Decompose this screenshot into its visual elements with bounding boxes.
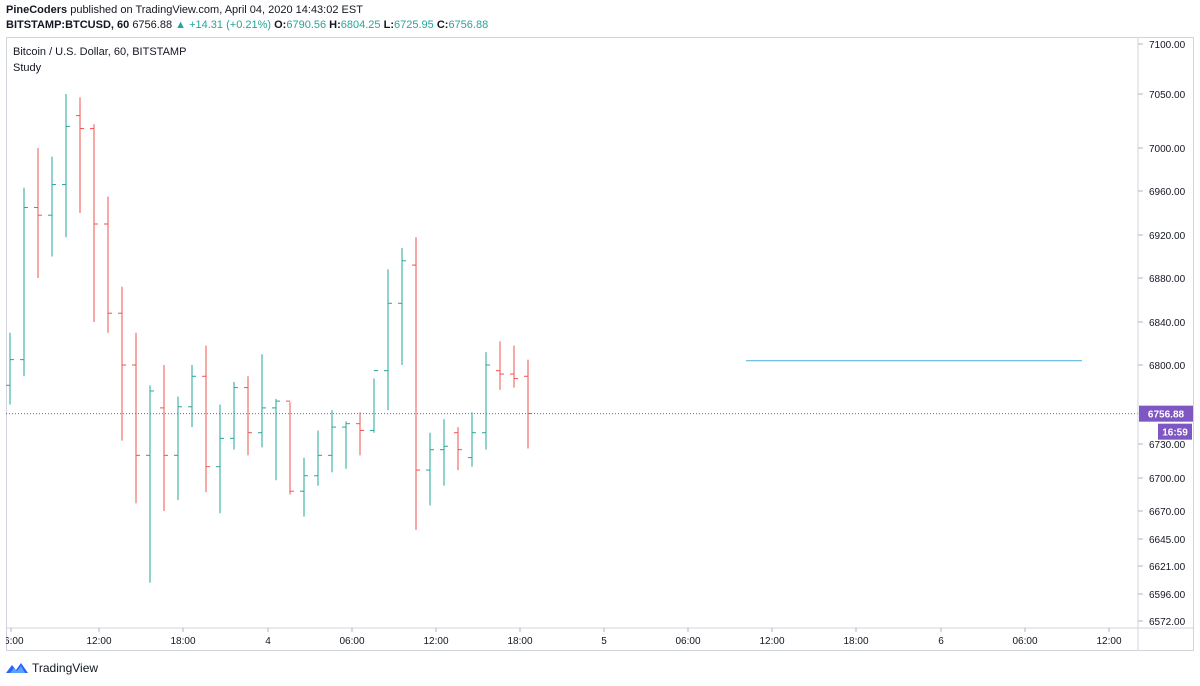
ohlc-bar[interactable]: [496, 341, 504, 390]
ohlc-bar[interactable]: [188, 365, 196, 428]
plot-area: [6, 94, 1138, 583]
time-axis[interactable]: 06:00 12:00 18:00 4 06:00 12:00 18:00 5 06:00 12:…: [6, 627, 1194, 647]
ohlc-bar[interactable]: [104, 196, 112, 333]
publish-info: PineCoders published on TradingView.com,…: [6, 4, 363, 16]
x-tick-label: 06:00: [6, 636, 24, 647]
x-tick-label: 18:00: [170, 636, 195, 647]
y-tick-label: 6800.00: [1149, 361, 1186, 372]
symbol-label: BITSTAMP:BTCUSD, 60: [6, 19, 130, 31]
countdown-badge: 16:59: [1158, 423, 1192, 440]
tradingview-brand[interactable]: TradingView: [32, 661, 99, 675]
x-tick-label: 6: [938, 636, 944, 647]
y-tick-label: 6596.00: [1149, 590, 1186, 601]
ohlc-bar[interactable]: [426, 432, 434, 506]
high-value: 6804.25: [340, 19, 381, 31]
ohlc-bar[interactable]: [76, 97, 84, 213]
published-text: published on TradingView.com, April 04, …: [70, 4, 363, 16]
symbol-info: BITSTAMP:BTCUSD, 60 6756.88 ▲ +14.31 (+0…: [6, 19, 488, 31]
price-axis[interactable]: 7100.00 7050.00 7000.00 6960.00 6920.00 6880.…: [1137, 37, 1193, 651]
y-tick-label: 6840.00: [1149, 318, 1186, 329]
y-tick-label: 6645.00: [1149, 535, 1186, 546]
ohlc-bar[interactable]: [468, 412, 476, 467]
x-tick-label: 12:00: [1096, 636, 1121, 647]
y-tick-label: 6730.00: [1149, 440, 1186, 451]
last-price-badge: 6756.88: [1139, 405, 1193, 422]
last-price-badge-bg: [1139, 405, 1193, 422]
chart-frame: [6, 37, 1194, 651]
x-tick-label: 06:00: [1012, 636, 1037, 647]
y-tick-label: 6621.00: [1149, 562, 1186, 573]
y-tick-label: 6670.00: [1149, 507, 1186, 518]
low-label: L:: [383, 19, 394, 31]
publisher-name[interactable]: PineCoders: [6, 4, 68, 16]
y-tick-label: 7100.00: [1149, 40, 1186, 51]
pane-title: Bitcoin / U.S. Dollar, 60, BITSTAMP: [13, 46, 187, 58]
y-tick-label: 6880.00: [1149, 274, 1186, 285]
ohlc-bar[interactable]: [272, 398, 280, 481]
ohlc-bar[interactable]: [146, 385, 154, 583]
x-tick-label: 12:00: [423, 636, 448, 647]
ohlc-bar[interactable]: [412, 237, 420, 531]
ohlc-bar[interactable]: [62, 94, 70, 238]
ohlc-bar[interactable]: [20, 187, 28, 377]
ohlc-bar[interactable]: [342, 421, 350, 469]
ohlc-bar[interactable]: [300, 457, 308, 517]
low-value: 6725.95: [394, 19, 434, 31]
price-change: +14.31 (+0.21%): [189, 19, 272, 31]
ohlc-bar[interactable]: [132, 332, 140, 504]
countdown-badge-bg: [1158, 423, 1192, 440]
x-tick-label: 12:00: [759, 636, 784, 647]
ohlc-bar[interactable]: [230, 381, 238, 450]
high-label: H:: [329, 19, 341, 31]
ohlc-bar[interactable]: [384, 269, 392, 411]
ohlc-bar[interactable]: [286, 400, 294, 495]
last-price: 6756.88: [132, 19, 173, 31]
ohlc-bar[interactable]: [328, 410, 336, 473]
y-tick-label: 7050.00: [1149, 90, 1186, 101]
ohlc-bar[interactable]: [524, 359, 532, 449]
ohlc-bar[interactable]: [174, 396, 182, 500]
x-tick-label: 4: [265, 636, 271, 647]
ohlc-bar[interactable]: [48, 156, 56, 257]
ohlc-bar[interactable]: [510, 345, 518, 388]
x-tick-label: 06:00: [675, 636, 700, 647]
y-tick-label: 6960.00: [1149, 187, 1186, 198]
study-label[interactable]: Study: [13, 62, 42, 74]
ohlc-bar[interactable]: [454, 427, 462, 471]
x-tick-label: 18:00: [843, 636, 868, 647]
ohlc-bar[interactable]: [118, 286, 126, 441]
y-tick-label: 6700.00: [1149, 474, 1186, 485]
ohlc-bar[interactable]: [258, 354, 266, 448]
last-price-badge-text: 6756.88: [1148, 410, 1185, 421]
x-tick-label: 12:00: [86, 636, 111, 647]
x-tick-label: 5: [601, 636, 607, 647]
ohlc-bar[interactable]: [202, 345, 210, 493]
ohlc-bar[interactable]: [160, 365, 168, 511]
y-tick-label: 7000.00: [1149, 144, 1186, 155]
open-label: O:: [274, 19, 287, 31]
ohlc-bar[interactable]: [356, 412, 364, 456]
ohlc-bar[interactable]: [34, 148, 42, 278]
ohlc-bar[interactable]: [398, 247, 406, 365]
close-label: C:: [436, 19, 449, 31]
ohlc-bar[interactable]: [6, 332, 14, 405]
triangle-up-icon: ▲: [175, 19, 187, 31]
x-tick-label: 06:00: [339, 636, 364, 647]
countdown-badge-text: 16:59: [1162, 428, 1188, 439]
ohlc-bar[interactable]: [370, 370, 378, 433]
ohlc-bar[interactable]: [440, 419, 448, 486]
x-tick-label: 18:00: [507, 636, 532, 647]
close-value: 6756.88: [448, 19, 489, 31]
tradingview-logo-icon: [6, 663, 28, 673]
price-chart[interactable]: 7100.00 7050.00 7000.00 6960.00 6920.00 6880.…: [6, 37, 1194, 651]
ohlc-bar[interactable]: [216, 404, 224, 514]
y-tick-label: 6920.00: [1149, 231, 1186, 242]
y-tick-label: 6572.00: [1149, 617, 1186, 628]
ohlc-bar[interactable]: [90, 124, 98, 322]
ohlc-bar[interactable]: [482, 352, 490, 450]
open-value: 6790.56: [286, 19, 327, 31]
ohlc-bar[interactable]: [314, 430, 322, 486]
ohlc-bar[interactable]: [244, 376, 252, 456]
footer: TradingView: [6, 661, 98, 675]
